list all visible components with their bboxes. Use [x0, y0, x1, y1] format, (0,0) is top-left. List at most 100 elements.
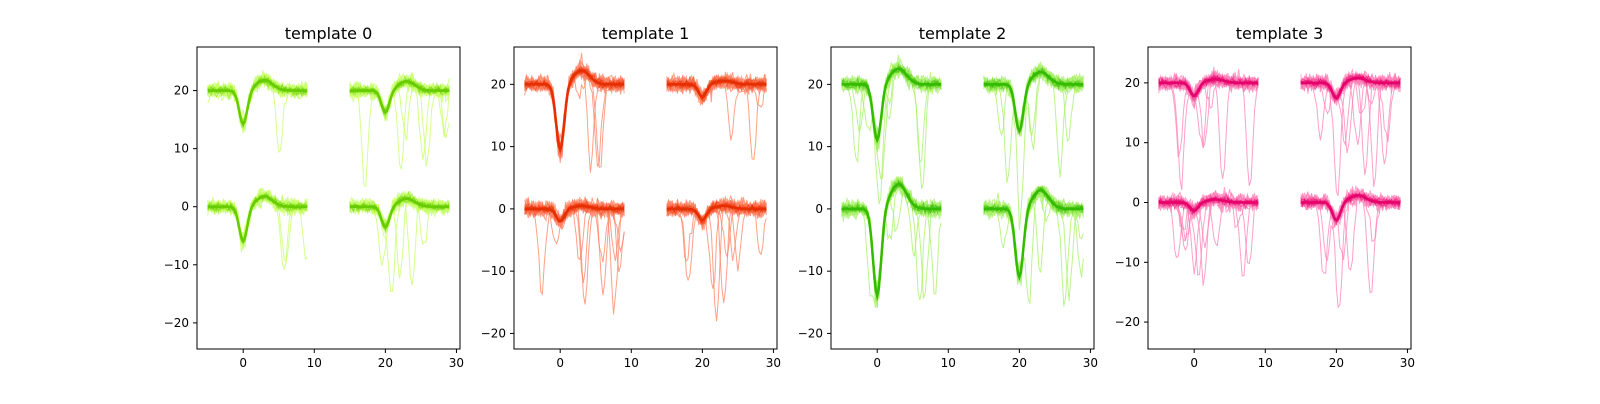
x-tick-label: 30	[1083, 356, 1098, 370]
axes-frame	[196, 46, 461, 350]
y-tick-label: 10	[174, 142, 189, 156]
trace-line	[983, 69, 1084, 131]
trace-line	[983, 66, 1084, 137]
y-tick-label: −20	[481, 326, 506, 340]
channel-group	[207, 69, 308, 154]
trace-line	[1158, 72, 1259, 186]
plot-area	[207, 69, 450, 293]
mean-waveform-line	[666, 79, 767, 99]
channel-group	[666, 71, 767, 160]
channel-group	[1300, 184, 1401, 309]
chart-title: template 2	[919, 24, 1007, 43]
y-tick-label: 10	[491, 140, 506, 154]
mean-waveform-line	[349, 80, 450, 115]
x-tick-label: 0	[556, 356, 564, 370]
x-tick-label: 30	[1400, 356, 1415, 370]
trace-line	[983, 190, 1084, 302]
trace-line	[1300, 189, 1401, 261]
channel-group	[983, 185, 1084, 307]
trace-line	[1158, 187, 1259, 252]
trace-line	[349, 194, 450, 231]
channel-group	[349, 190, 450, 293]
trace-line	[666, 200, 767, 225]
subplot: 0 10 20 30 −20 −10 0 10 20 template 1	[481, 24, 781, 370]
mean-waveform-line	[524, 204, 625, 223]
y-tick-label: 0	[1132, 195, 1140, 209]
x-tick-label: 0	[239, 356, 247, 370]
channel-group	[524, 52, 625, 173]
y-tick-label: 10	[1125, 136, 1140, 150]
mean-waveform-line	[841, 182, 942, 301]
plot-area	[1158, 66, 1401, 309]
mean-waveform-line	[207, 195, 308, 244]
trace-line	[207, 76, 308, 134]
trace-line	[524, 196, 625, 227]
x-tick-label: 0	[1190, 356, 1198, 370]
trace-line	[666, 76, 767, 100]
mean-waveform-line	[524, 69, 625, 154]
y-tick-label: −10	[164, 258, 189, 272]
trace-line	[841, 184, 942, 305]
x-tick-label: 20	[1329, 356, 1344, 370]
trace-line	[349, 195, 450, 279]
channel-group	[841, 54, 942, 205]
x-tick-label: 30	[449, 356, 464, 370]
trace-line	[983, 66, 1084, 131]
trace-line	[983, 70, 1084, 130]
trace-line	[1300, 73, 1401, 101]
trace-line	[1300, 194, 1401, 223]
y-tick-label: −20	[1115, 315, 1140, 329]
channel-group	[841, 176, 942, 309]
trace-line	[1300, 194, 1401, 294]
plot-area	[841, 54, 1084, 309]
channel-group	[207, 187, 308, 271]
mean-waveform-line	[983, 70, 1084, 134]
subplot: 0 10 20 30 −20 −10 0 10 20 template 2	[798, 24, 1098, 370]
plot-area	[524, 52, 767, 322]
trace-line	[1158, 195, 1259, 214]
trace-line	[666, 76, 767, 99]
axes-frame	[830, 46, 1095, 350]
trace-line	[349, 72, 450, 188]
y-tick-label: 20	[1125, 76, 1140, 90]
x-tick-label: 20	[378, 356, 393, 370]
trace-line	[1300, 192, 1401, 221]
channel-group	[983, 61, 1084, 231]
y-tick-label: −10	[1115, 255, 1140, 269]
y-tick-label: 20	[808, 77, 823, 91]
trace-line	[524, 52, 625, 168]
subplot: 0 10 20 30 −20 −10 0 10 20 template 0	[164, 24, 464, 370]
trace-line	[207, 76, 308, 124]
chart-title: template 3	[1236, 24, 1324, 43]
channel-group	[349, 71, 450, 188]
y-tick-label: −20	[798, 326, 823, 340]
x-tick-label: 10	[624, 356, 639, 370]
trace-line	[841, 180, 942, 291]
subplot: 0 10 20 30 −20 −10 0 10 20 template 3	[1115, 24, 1415, 370]
x-tick-label: 0	[873, 356, 881, 370]
x-tick-label: 10	[1258, 356, 1273, 370]
channel-group	[1300, 68, 1401, 197]
trace-line	[349, 77, 450, 116]
mean-waveform-line	[1300, 76, 1401, 100]
channel-group	[524, 195, 625, 315]
mean-waveform-line	[1158, 78, 1259, 98]
chart-title: template 0	[285, 24, 373, 43]
x-tick-label: 30	[766, 356, 781, 370]
x-tick-label: 20	[695, 356, 710, 370]
trace-line	[524, 67, 625, 154]
axes-frame	[513, 46, 778, 350]
x-tick-label: 20	[1012, 356, 1027, 370]
y-tick-label: 0	[498, 202, 506, 216]
trace-line	[349, 196, 450, 226]
y-tick-label: 10	[808, 140, 823, 154]
y-tick-label: 0	[181, 200, 189, 214]
trace-line	[983, 185, 1084, 279]
y-tick-label: −20	[164, 316, 189, 330]
trace-line	[666, 197, 767, 304]
y-tick-label: −10	[481, 264, 506, 278]
mean-waveform-line	[349, 197, 450, 230]
channel-group	[666, 194, 767, 322]
